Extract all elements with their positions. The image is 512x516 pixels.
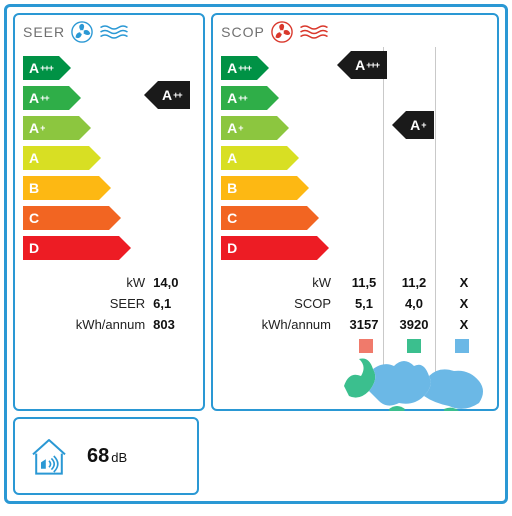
seer-header: SEER <box>23 21 195 43</box>
grade-row: A++ A++ <box>23 83 195 113</box>
grade-row: D <box>23 233 195 263</box>
spec-value: 5,1 <box>339 294 389 315</box>
cool-waves-icon <box>99 23 129 41</box>
spec-row: kWh/annum31573920X <box>221 315 489 336</box>
sound-panel: 68dB <box>13 417 199 495</box>
grade-arrow: B <box>221 176 297 200</box>
sound-value: 68 <box>87 445 109 467</box>
spec-value: 3920 <box>389 315 439 336</box>
scop-grade-arrows: A+++ A+++ A++ A+ A+ ABCD <box>221 53 489 263</box>
grade-arrow: A+ <box>221 116 277 140</box>
seer-title: SEER <box>23 24 65 40</box>
seer-panel: SEER A+++A++A++A+ABCD kW14,0SEER6,1kWh/a… <box>13 13 205 411</box>
spec-row: kWh/annum 803 <box>23 315 195 336</box>
scop-header: SCOP <box>221 21 489 43</box>
grade-arrow: A <box>23 146 89 170</box>
spec-value: 3157 <box>339 315 389 336</box>
spec-row: SEER 6,1 <box>23 294 195 315</box>
grade-row: A <box>221 143 489 173</box>
grade-arrow: B <box>23 176 99 200</box>
fan-heat-icon <box>271 21 293 43</box>
sound-value-wrap: 68dB <box>87 445 127 468</box>
spec-value: 11,2 <box>389 273 439 294</box>
grade-row: A+ <box>23 113 195 143</box>
seer-specs: kW 14,0 SEER 6,1 kWh/annum 803 <box>23 273 195 335</box>
grade-arrow: A <box>221 146 287 170</box>
scop-legend <box>221 339 489 353</box>
rating-pointer: A+ <box>406 111 433 139</box>
grade-row: A <box>23 143 195 173</box>
grade-row: B <box>221 173 489 203</box>
spec-label: kWh/annum <box>221 315 339 336</box>
grade-row: C <box>221 203 489 233</box>
spec-row: kW 14,0 <box>23 273 195 294</box>
spec-label: kW <box>23 273 145 294</box>
heat-waves-icon <box>299 23 329 41</box>
rating-pointer: A+++ <box>351 51 387 79</box>
grade-row: C <box>23 203 195 233</box>
spec-value: X <box>439 273 489 294</box>
scop-title: SCOP <box>221 24 265 40</box>
grade-row: A+++ <box>23 53 195 83</box>
sound-unit: dB <box>111 450 127 465</box>
spec-label: kWh/annum <box>23 315 145 336</box>
grade-row: A++ <box>221 83 489 113</box>
grade-arrow: C <box>221 206 307 230</box>
legend-swatch <box>359 339 373 353</box>
grade-row: A+++ A+++ <box>221 53 489 83</box>
spec-label: kW <box>221 273 339 294</box>
spec-label: SEER <box>23 294 145 315</box>
fan-cool-icon <box>71 21 93 43</box>
grade-arrow: A+ <box>23 116 79 140</box>
scop-specs: kW11,511,2XSCOP5,14,0XkWh/annum31573920X <box>221 273 489 335</box>
spec-row: SCOP5,14,0X <box>221 294 489 315</box>
spec-label: SCOP <box>221 294 339 315</box>
legend-swatch <box>407 339 421 353</box>
legend-swatch <box>455 339 469 353</box>
grade-arrow: A++ <box>221 86 267 110</box>
spec-value: 14,0 <box>153 273 195 294</box>
grade-arrow: A+++ <box>221 56 257 80</box>
scop-panel: SCOP A+++A+++A++A+A+ABCD kW11,511,2XSCOP… <box>211 13 499 411</box>
grade-arrow: C <box>23 206 109 230</box>
spec-value: X <box>439 294 489 315</box>
spec-value: 803 <box>153 315 195 336</box>
grade-row: B <box>23 173 195 203</box>
grade-row: A+ A+ <box>221 113 489 143</box>
grade-row: D <box>221 233 489 263</box>
spec-value: 11,5 <box>339 273 389 294</box>
rating-pointer: A++ <box>158 81 190 109</box>
grade-arrow: A++ <box>23 86 69 110</box>
spec-value: X <box>439 315 489 336</box>
spec-row: kW11,511,2X <box>221 273 489 294</box>
seer-grade-arrows: A+++ A++ A++ A+ ABCD <box>23 53 195 263</box>
sound-house-icon <box>25 432 73 480</box>
grade-arrow: D <box>221 236 317 260</box>
spec-value: 6,1 <box>153 294 195 315</box>
grade-arrow: A+++ <box>23 56 59 80</box>
spec-value: 4,0 <box>389 294 439 315</box>
grade-arrow: D <box>23 236 119 260</box>
